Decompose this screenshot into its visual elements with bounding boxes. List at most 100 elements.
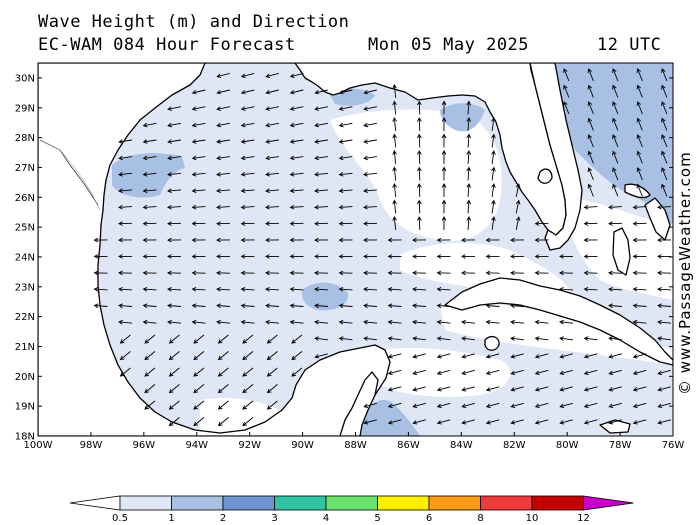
wave-arrow xyxy=(632,353,647,359)
wave-arrow xyxy=(461,270,476,276)
wave-arrow xyxy=(559,369,573,376)
wave-arrow xyxy=(167,270,182,276)
wave-arrow xyxy=(217,417,229,427)
credit-text: © www.PassageWeather.com xyxy=(676,151,694,395)
wave-arrow xyxy=(363,286,378,292)
wave-arrow xyxy=(191,172,206,177)
legend-swatch xyxy=(428,495,481,511)
wave-arrow xyxy=(583,254,598,259)
wave-arrow xyxy=(392,150,397,165)
lon-label: 82W xyxy=(503,440,526,451)
wave-arrow xyxy=(392,84,397,99)
wave-arrow xyxy=(168,417,180,427)
wave-arrow xyxy=(119,367,131,377)
wave-arrow xyxy=(387,319,402,325)
wave-arrow xyxy=(461,353,475,359)
wave-arrow xyxy=(583,237,598,243)
wave-arrow xyxy=(93,270,108,276)
wave-arrow xyxy=(441,117,447,132)
wave-arrow xyxy=(142,221,157,226)
longitude-axis: 100W 98W 96W 94W 92W 90W 88W 86W 84W 82W 80W 78W 76W xyxy=(24,432,684,451)
lat-label: 19N xyxy=(15,402,35,413)
wave-arrow xyxy=(119,334,131,344)
wave-arrow xyxy=(216,254,231,259)
wave-arrow xyxy=(661,101,668,115)
wave-arrow xyxy=(583,221,598,226)
wave-arrow xyxy=(657,303,672,309)
wave-arrow xyxy=(142,303,157,309)
wave-arrow xyxy=(363,188,378,194)
wave-arrow xyxy=(314,254,329,259)
wave-arrow xyxy=(510,419,524,425)
wave-arrow xyxy=(412,369,426,376)
wave-arrow xyxy=(583,402,598,409)
wave-arrow xyxy=(657,254,672,259)
wave-arrow xyxy=(191,155,206,161)
wave-arrow xyxy=(612,68,619,82)
wave-arrow xyxy=(363,254,378,259)
lat-label: 29N xyxy=(15,103,35,114)
wave-arrow xyxy=(583,286,598,292)
wave-arrow xyxy=(534,270,549,276)
wave-arrow xyxy=(289,155,304,161)
wave-arrow xyxy=(216,72,230,79)
wave-arrow xyxy=(167,106,181,111)
wave-arrow xyxy=(387,353,402,359)
wave-arrow xyxy=(436,402,451,409)
wave-arrow xyxy=(461,237,476,243)
wave-arrow xyxy=(657,369,671,376)
wave-arrow xyxy=(167,254,182,259)
wave-arrow xyxy=(461,336,475,341)
wave-arrow xyxy=(191,319,206,325)
wave-arrow xyxy=(93,237,108,243)
wave-arrow xyxy=(461,419,475,425)
lon-label: 92W xyxy=(238,440,261,451)
wave-arrow xyxy=(510,402,524,409)
wave-arrow xyxy=(632,319,647,325)
wave-arrow xyxy=(289,303,304,309)
wave-arrow xyxy=(363,237,378,243)
wave-arrow xyxy=(563,68,570,82)
lon-label: 98W xyxy=(80,440,103,451)
legend-label: 5 xyxy=(374,513,380,524)
wave-arrow xyxy=(587,101,594,115)
lon-label: 80W xyxy=(556,440,579,451)
legend-low-arrow xyxy=(69,495,121,511)
wave-arrow xyxy=(167,221,182,226)
wave-arrow xyxy=(441,133,447,148)
wave-arrow xyxy=(657,336,671,341)
wave-arrow xyxy=(142,270,157,276)
wave-arrow xyxy=(118,286,133,292)
wave-arrow xyxy=(661,117,668,131)
legend-label: 4 xyxy=(323,513,329,524)
wave-arrow xyxy=(265,139,279,144)
wave-arrow xyxy=(416,199,422,214)
wave-arrow xyxy=(657,286,672,292)
wave-arrow xyxy=(338,106,353,111)
wave-arrow xyxy=(661,68,668,82)
wave-arrow xyxy=(265,303,280,309)
wave-arrow xyxy=(363,402,377,409)
wave-arrow xyxy=(168,367,180,377)
wave-arrow xyxy=(191,303,206,309)
legend-label: 3 xyxy=(271,513,277,524)
wave-arrow xyxy=(387,336,402,341)
wave-arrow xyxy=(142,204,157,210)
wave-arrow xyxy=(240,204,255,210)
wave-arrow xyxy=(265,72,279,79)
wave-arrow xyxy=(338,286,353,292)
wave-arrow xyxy=(217,384,229,394)
wave-arrow xyxy=(632,221,647,226)
wave-arrow xyxy=(387,286,402,292)
wave-arrow xyxy=(144,400,156,410)
wave-arrow xyxy=(461,402,475,409)
wave-arrow xyxy=(265,106,279,111)
wave-arrow xyxy=(559,319,574,325)
wave-arrow xyxy=(338,172,353,177)
wave-arrow xyxy=(363,303,378,309)
wave-arrow xyxy=(583,270,598,276)
wave-arrow xyxy=(608,303,623,309)
wave-arrow xyxy=(167,319,182,325)
wave-arrow xyxy=(338,254,353,259)
